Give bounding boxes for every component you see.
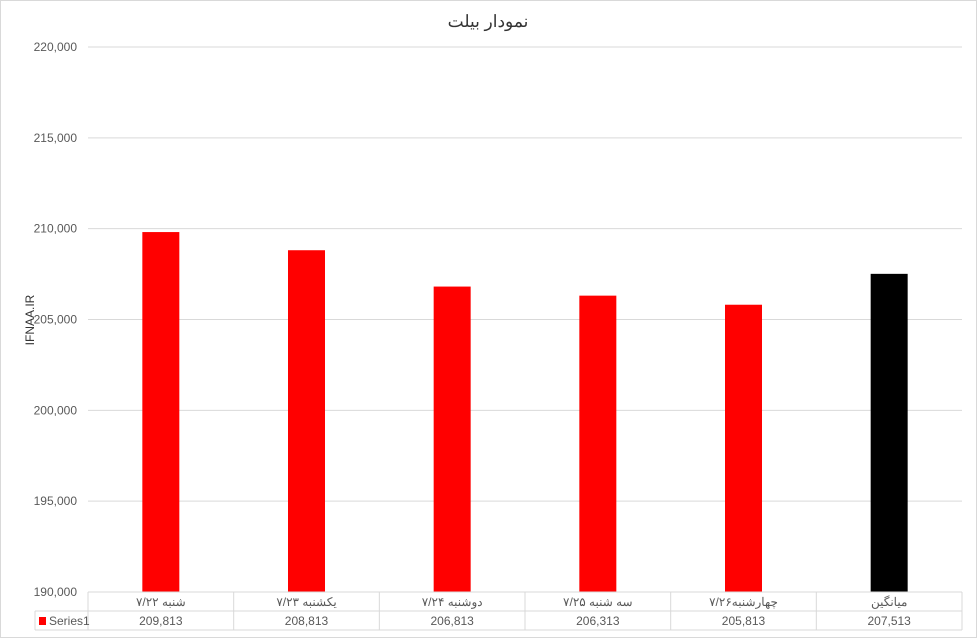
category-label: دوشنبه ۷/۲۴ xyxy=(422,595,483,609)
data-label: 207,513 xyxy=(867,614,911,628)
category-label: شنبه ۷/۲۲ xyxy=(136,595,186,609)
category-label: یکشنبه ۷/۲۳ xyxy=(276,595,336,609)
y-tick-label: 200,000 xyxy=(34,403,78,417)
bar xyxy=(725,304,762,592)
data-label: 205,813 xyxy=(722,614,766,628)
chart-title: نمودار بیلت xyxy=(448,12,529,32)
y-axis-label: IFNAA.IR xyxy=(23,294,37,345)
legend-key xyxy=(39,617,46,625)
y-tick-label: 190,000 xyxy=(34,585,78,599)
category-label: میانگین xyxy=(871,595,907,609)
bar xyxy=(288,250,325,592)
data-label: 206,813 xyxy=(430,614,474,628)
y-tick-label: 195,000 xyxy=(34,494,78,508)
bar xyxy=(579,295,617,592)
y-tick-label: 220,000 xyxy=(34,40,78,54)
bar xyxy=(870,273,908,592)
bar xyxy=(142,232,180,592)
legend-label: Series1 xyxy=(49,614,90,628)
y-tick-label: 210,000 xyxy=(34,222,78,236)
data-label: 208,813 xyxy=(285,614,329,628)
category-label: سه شنبه ۷/۲۵ xyxy=(563,595,633,609)
y-tick-label: 205,000 xyxy=(34,313,78,327)
data-label: 206,313 xyxy=(576,614,620,628)
y-tick-label: 215,000 xyxy=(34,131,78,145)
bar xyxy=(433,286,471,592)
category-label: چهارشنبه۷/۲۶ xyxy=(709,595,778,609)
data-label: 209,813 xyxy=(139,614,183,628)
